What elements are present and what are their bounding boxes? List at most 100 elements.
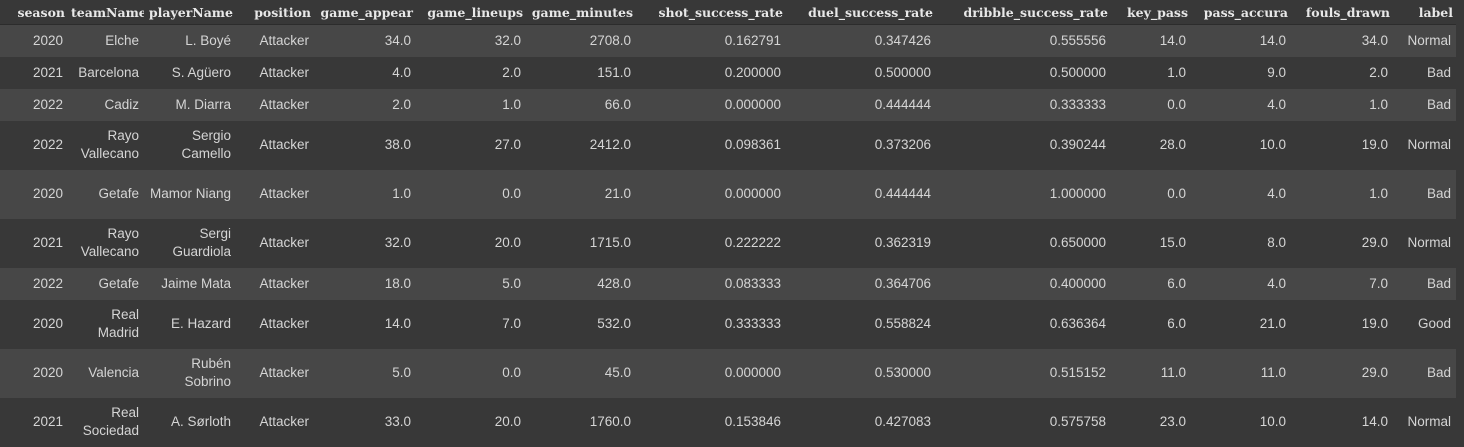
cell-fouls_drawn: 14.0 [1291,397,1393,447]
cell-label: Normal [1393,218,1456,268]
column-header-playerName: playerName [144,0,236,25]
cell-game_appear: 2.0 [314,88,416,121]
cell-playerName: Rubén Sobrino [144,348,236,398]
cell-dribble_success_rate: 0.333333 [936,88,1111,121]
cell-game_appear: 14.0 [314,299,416,349]
table-row: 2020 Valencia Rubén Sobrino Attacker 5.0… [0,348,1456,398]
cell-label: Bad [1393,56,1456,89]
cell-dribble_success_rate: 0.500000 [936,56,1111,89]
cell-key_pass: 15.0 [1111,218,1191,268]
cell-fouls_drawn: 29.0 [1291,218,1393,268]
cell-playerName: Sergi Guardiola [144,218,236,268]
cell-pass_accura: 11.0 [1191,348,1291,398]
cell-shot_success_rate: 0.000000 [636,348,786,398]
cell-game_lineups: 20.0 [416,218,526,268]
cell-game_lineups: 0.0 [416,169,526,219]
cell-teamName: Rayo Vallecano [68,120,144,170]
cell-label: Bad [1393,88,1456,121]
table-row: 2022 Getafe Jaime Mata Attacker 18.0 5.0… [0,267,1456,300]
cell-pass_accura: 4.0 [1191,267,1291,300]
column-header-pass_accura: pass_accura [1191,0,1291,25]
cell-key_pass: 1.0 [1111,56,1191,89]
cell-game_minutes: 66.0 [526,88,636,121]
table-row: 2020 Real Madrid E. Hazard Attacker 14.0… [0,299,1456,349]
cell-key_pass: 28.0 [1111,120,1191,170]
cell-teamName: Elche [68,24,144,57]
cell-game_appear: 18.0 [314,267,416,300]
cell-position: Attacker [236,299,314,349]
cell-position: Attacker [236,169,314,219]
cell-dribble_success_rate: 0.390244 [936,120,1111,170]
cell-teamName: Valencia [68,348,144,398]
column-header-dribble_success_rate: dribble_success_rate [936,0,1111,25]
cell-duel_success_rate: 0.558824 [786,299,936,349]
cell-teamName: Rayo Vallecano [68,218,144,268]
cell-shot_success_rate: 0.153846 [636,397,786,447]
cell-season: 2020 [0,299,68,349]
cell-pass_accura: 4.0 [1191,169,1291,219]
cell-game_lineups: 7.0 [416,299,526,349]
cell-game_lineups: 1.0 [416,88,526,121]
cell-season: 2020 [0,348,68,398]
column-header-fouls_drawn: fouls_drawn [1291,0,1393,25]
cell-shot_success_rate: 0.083333 [636,267,786,300]
column-header-game_lineups: game_lineups [416,0,526,25]
table-row: 2021 Barcelona S. Agüero Attacker 4.0 2.… [0,56,1456,89]
cell-position: Attacker [236,267,314,300]
cell-teamName: Cadiz [68,88,144,121]
cell-label: Normal [1393,120,1456,170]
column-header-teamName: teamName [68,0,144,25]
cell-playerName: E. Hazard [144,299,236,349]
cell-game_appear: 34.0 [314,24,416,57]
cell-teamName: Getafe [68,267,144,300]
cell-pass_accura: 4.0 [1191,88,1291,121]
cell-fouls_drawn: 29.0 [1291,348,1393,398]
cell-game_minutes: 428.0 [526,267,636,300]
cell-game_minutes: 2708.0 [526,24,636,57]
column-header-key_pass: key_pass [1111,0,1191,25]
cell-pass_accura: 14.0 [1191,24,1291,57]
cell-playerName: Sergio Camello [144,120,236,170]
cell-shot_success_rate: 0.222222 [636,218,786,268]
cell-dribble_success_rate: 0.636364 [936,299,1111,349]
cell-game_appear: 4.0 [314,56,416,89]
table-row: 2020 Getafe Mamor Niang Attacker 1.0 0.0… [0,169,1456,219]
cell-teamName: Getafe [68,169,144,219]
cell-label: Bad [1393,169,1456,219]
cell-playerName: L. Boyé [144,24,236,57]
cell-position: Attacker [236,24,314,57]
cell-duel_success_rate: 0.427083 [786,397,936,447]
column-header-shot_success_rate: shot_success_rate [636,0,786,25]
cell-teamName: Real Madrid [68,299,144,349]
cell-game_lineups: 0.0 [416,348,526,398]
cell-shot_success_rate: 0.098361 [636,120,786,170]
cell-key_pass: 0.0 [1111,169,1191,219]
cell-position: Attacker [236,397,314,447]
cell-key_pass: 6.0 [1111,299,1191,349]
cell-game_minutes: 1715.0 [526,218,636,268]
column-header-game_minutes: game_minutes [526,0,636,25]
cell-game_appear: 1.0 [314,169,416,219]
cell-game_appear: 5.0 [314,348,416,398]
cell-shot_success_rate: 0.200000 [636,56,786,89]
cell-game_lineups: 20.0 [416,397,526,447]
cell-playerName: Mamor Niang [144,169,236,219]
cell-game_appear: 32.0 [314,218,416,268]
table-row: 2021 Rayo Vallecano Sergi Guardiola Atta… [0,218,1456,268]
table-row: 2020 Elche L. Boyé Attacker 34.0 32.0 27… [0,24,1456,57]
cell-fouls_drawn: 2.0 [1291,56,1393,89]
cell-shot_success_rate: 0.000000 [636,169,786,219]
cell-shot_success_rate: 0.333333 [636,299,786,349]
cell-label: Normal [1393,397,1456,447]
cell-key_pass: 0.0 [1111,88,1191,121]
cell-game_minutes: 21.0 [526,169,636,219]
cell-game_appear: 38.0 [314,120,416,170]
cell-dribble_success_rate: 0.555556 [936,24,1111,57]
cell-season: 2020 [0,169,68,219]
cell-game_minutes: 2412.0 [526,120,636,170]
cell-shot_success_rate: 0.162791 [636,24,786,57]
cell-key_pass: 23.0 [1111,397,1191,447]
cell-game_lineups: 5.0 [416,267,526,300]
table-header: season teamName playerName position game… [0,0,1456,25]
